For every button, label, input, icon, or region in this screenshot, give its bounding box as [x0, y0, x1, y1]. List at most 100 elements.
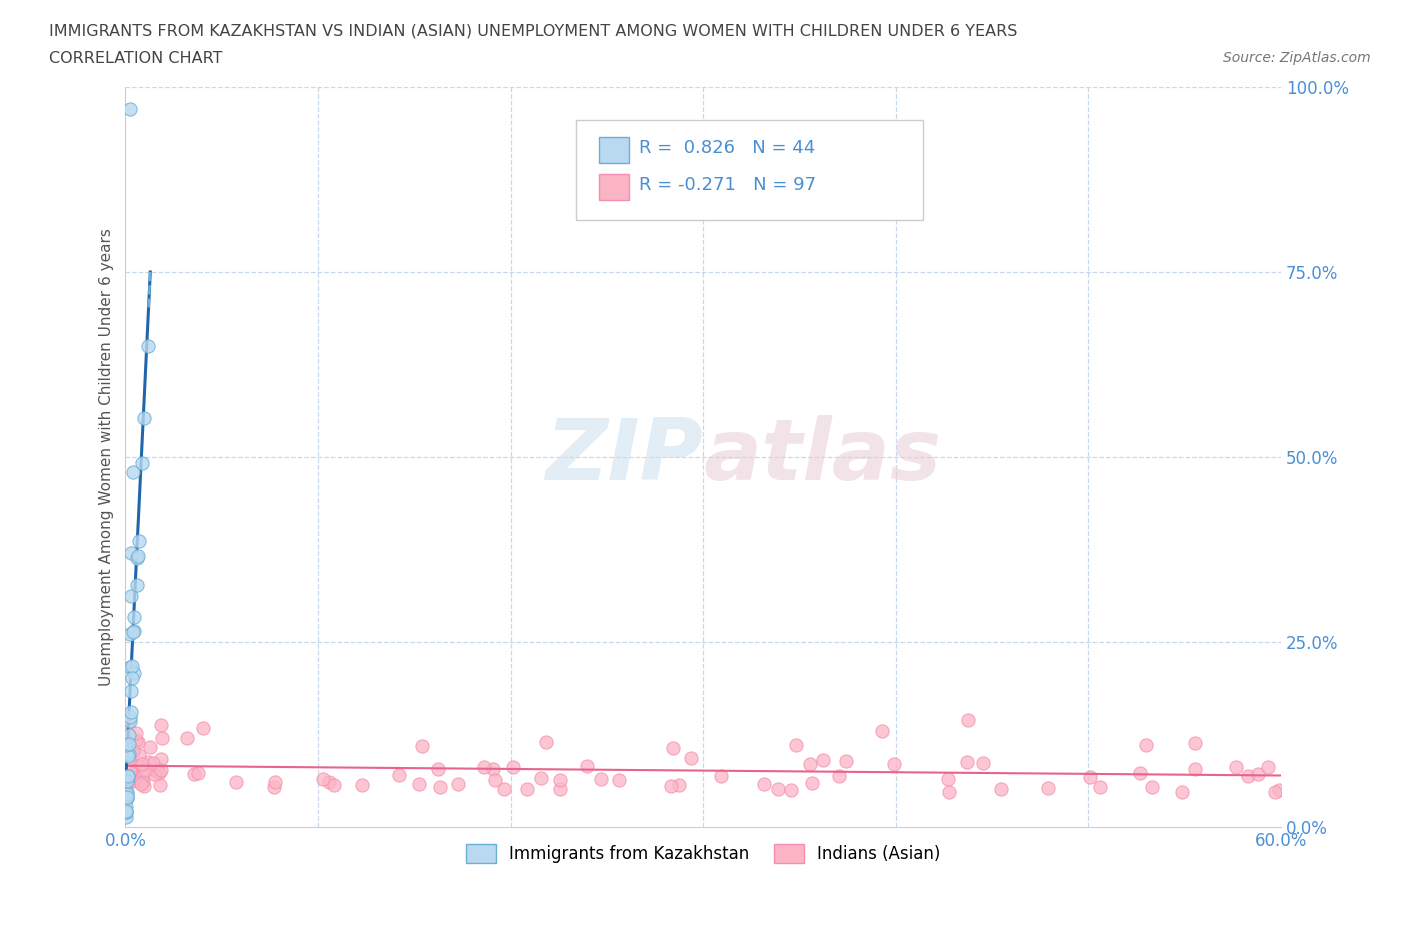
Point: [780, 783, 803, 798]
Point: [799, 756, 821, 771]
Y-axis label: Unemployment Among Women with Children Under 6 years: Unemployment Among Women with Children U…: [100, 228, 114, 685]
Point: [117, 716, 139, 731]
Point: [115, 804, 138, 818]
Point: [120, 714, 142, 729]
Point: [176, 730, 198, 745]
Point: [121, 658, 143, 673]
Point: [142, 756, 165, 771]
Point: [117, 769, 139, 784]
Point: [118, 747, 141, 762]
Point: [125, 725, 148, 740]
Point: [1184, 762, 1206, 777]
Point: [1171, 784, 1194, 799]
Point: [125, 578, 148, 592]
Point: [149, 777, 172, 792]
Point: [1135, 737, 1157, 752]
Point: [1088, 780, 1111, 795]
Point: [143, 766, 166, 781]
Point: [120, 546, 142, 561]
Point: [548, 773, 571, 788]
Point: [870, 724, 893, 738]
Point: [131, 456, 153, 471]
Point: [1225, 759, 1247, 774]
Point: [1247, 767, 1270, 782]
Point: [938, 784, 960, 799]
Point: [132, 778, 155, 793]
Point: [122, 624, 145, 639]
Point: [120, 589, 142, 604]
Point: [150, 763, 173, 777]
Point: [115, 787, 138, 802]
Point: [120, 764, 142, 779]
Point: [322, 777, 344, 792]
Point: [956, 754, 979, 769]
Point: [264, 775, 287, 790]
Text: CORRELATION CHART: CORRELATION CHART: [49, 51, 222, 66]
Point: [134, 763, 156, 777]
Point: [132, 775, 155, 790]
Point: [115, 789, 138, 804]
Point: [115, 804, 138, 819]
Point: [990, 782, 1012, 797]
Point: [115, 800, 138, 815]
Point: [115, 738, 138, 753]
Point: [1236, 768, 1258, 783]
Point: [150, 731, 173, 746]
Point: [117, 736, 139, 751]
Point: [117, 770, 139, 785]
Point: [117, 749, 139, 764]
Point: [811, 753, 834, 768]
Point: [115, 809, 138, 824]
Point: [128, 748, 150, 763]
Point: [132, 411, 155, 426]
Point: [150, 717, 173, 732]
Point: [129, 777, 152, 791]
Point: [191, 721, 214, 736]
Point: [115, 790, 138, 804]
Point: [972, 755, 994, 770]
Point: [127, 735, 149, 750]
Point: [122, 744, 145, 759]
Point: [131, 757, 153, 772]
Point: [120, 704, 142, 719]
Point: [661, 741, 683, 756]
Point: [183, 766, 205, 781]
Point: [516, 781, 538, 796]
Point: [502, 760, 524, 775]
Point: [120, 710, 142, 724]
Point: [117, 769, 139, 784]
Point: [446, 777, 468, 791]
Point: [472, 760, 495, 775]
Point: [149, 751, 172, 766]
Point: [118, 659, 141, 674]
Point: [120, 102, 142, 117]
Text: R =  0.826   N = 44: R = 0.826 N = 44: [638, 140, 814, 157]
Point: [754, 777, 776, 791]
Legend: Immigrants from Kazakhstan, Indians (Asian): Immigrants from Kazakhstan, Indians (Asi…: [458, 838, 948, 870]
Point: [124, 764, 146, 778]
Point: [120, 684, 142, 698]
Point: [482, 762, 505, 777]
Point: [148, 765, 170, 780]
Point: [263, 779, 285, 794]
Point: [1036, 780, 1059, 795]
Point: [427, 761, 450, 776]
Point: [659, 778, 682, 793]
Point: [148, 764, 170, 779]
FancyBboxPatch shape: [576, 120, 922, 220]
Point: [575, 759, 598, 774]
Point: [127, 549, 149, 564]
Text: R = -0.271   N = 97: R = -0.271 N = 97: [638, 177, 815, 194]
Point: [607, 773, 630, 788]
Point: [1268, 783, 1291, 798]
Point: [591, 772, 613, 787]
Point: [225, 775, 247, 790]
Point: [132, 767, 155, 782]
Point: [145, 764, 167, 778]
Point: [122, 625, 145, 640]
Point: [118, 627, 141, 642]
Point: [1129, 765, 1152, 780]
Point: [125, 733, 148, 748]
Point: [124, 665, 146, 680]
Point: [429, 779, 451, 794]
